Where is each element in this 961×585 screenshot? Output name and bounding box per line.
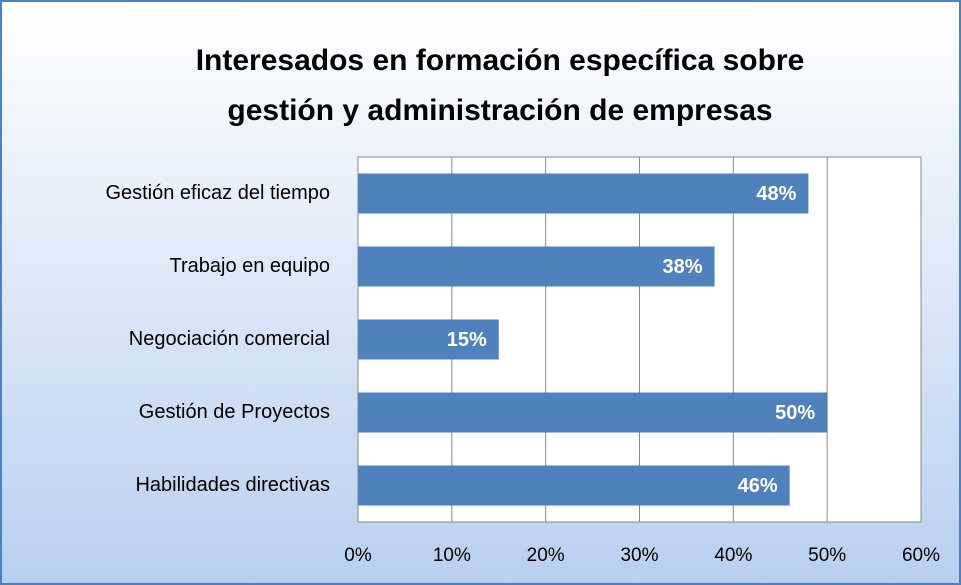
data-label: 38% [663,256,703,278]
y-tick-label: Gestión de Proyectos [139,401,330,423]
data-label: 48% [756,183,796,205]
data-label: 46% [738,475,778,497]
x-tick-label: 10% [433,545,471,566]
x-tick-label: 0% [344,545,372,566]
x-tick-label: 30% [620,545,658,566]
bar [358,465,790,506]
chart-title: Interesados en formación específica sobr… [195,44,805,127]
data-label: 15% [447,329,487,351]
y-tick-label: Trabajo en equipo [170,255,331,277]
y-tick-label: Gestión eficaz del tiempo [105,182,330,204]
bar [358,173,809,214]
x-tick-label: 20% [527,545,565,566]
bar [358,319,499,360]
x-tick-label: 60% [902,545,940,566]
x-tick-label: 40% [714,545,752,566]
data-label: 50% [775,402,815,424]
y-tick-label: Habilidades directivas [135,474,330,496]
y-tick-label: Negociación comercial [129,328,330,350]
x-tick-label: 50% [808,545,846,566]
bar [358,246,715,287]
bar [358,392,828,433]
